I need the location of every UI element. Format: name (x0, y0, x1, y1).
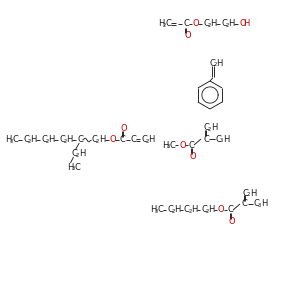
Text: O: O (239, 20, 246, 28)
Text: 2: 2 (96, 139, 99, 144)
Text: 2: 2 (188, 209, 192, 214)
Text: C: C (77, 136, 83, 145)
Text: 3: 3 (154, 209, 158, 214)
Text: 3: 3 (167, 144, 170, 149)
Text: C: C (221, 20, 227, 28)
Text: C: C (167, 206, 173, 214)
Text: H: H (5, 136, 11, 145)
Text: C: C (215, 134, 221, 143)
Text: 3: 3 (72, 166, 75, 171)
Text: C: C (120, 136, 126, 145)
Text: H: H (67, 163, 74, 172)
Text: 3: 3 (258, 203, 261, 208)
Text: C: C (242, 200, 248, 208)
Text: 2: 2 (64, 139, 67, 144)
Text: O: O (184, 31, 191, 40)
Text: H: H (162, 140, 168, 149)
Text: C: C (23, 136, 29, 145)
Text: O: O (121, 124, 128, 133)
Text: 2: 2 (172, 209, 175, 214)
Text: C: C (254, 200, 260, 208)
Text: 2: 2 (208, 127, 211, 132)
Text: O: O (179, 140, 186, 149)
Text: C: C (183, 20, 189, 28)
Text: C: C (41, 136, 47, 145)
Text: H: H (211, 124, 217, 133)
Text: C: C (242, 188, 248, 197)
Text: H: H (250, 188, 256, 197)
Text: C: C (203, 20, 209, 28)
Text: 3: 3 (10, 139, 13, 144)
Text: C: C (184, 206, 190, 214)
Text: C: C (13, 136, 18, 145)
Text: C: C (203, 134, 209, 143)
Text: H: H (49, 136, 55, 145)
Text: O: O (110, 136, 116, 145)
Text: H: H (158, 20, 164, 28)
Text: H: H (211, 20, 217, 28)
Text: H: H (99, 136, 105, 145)
Text: 2: 2 (146, 139, 149, 144)
Text: H: H (229, 20, 235, 28)
Text: 3: 3 (220, 138, 223, 143)
Text: C: C (71, 149, 77, 158)
Text: C: C (130, 136, 136, 145)
Text: C: C (92, 136, 98, 145)
Text: 2: 2 (214, 62, 217, 67)
Text: O: O (218, 206, 225, 214)
Text: 2: 2 (28, 139, 31, 144)
Text: H: H (191, 206, 198, 214)
Text: C: C (203, 124, 209, 133)
Text: C: C (158, 206, 164, 214)
Text: O: O (228, 217, 235, 226)
Text: C: C (209, 58, 215, 68)
Text: O: O (193, 20, 199, 28)
Text: 2: 2 (163, 23, 166, 28)
Text: H: H (175, 206, 181, 214)
Text: C: C (75, 163, 81, 172)
Text: H: H (31, 136, 37, 145)
Text: C: C (227, 206, 233, 214)
Text: H: H (244, 20, 250, 28)
Text: C: C (201, 206, 207, 214)
Text: 2: 2 (206, 209, 209, 214)
Text: C: C (59, 136, 65, 145)
Text: 2: 2 (208, 23, 211, 28)
Text: C: C (166, 20, 171, 28)
Text: 2: 2 (226, 23, 229, 28)
Text: H: H (148, 136, 155, 145)
Text: H: H (67, 136, 73, 145)
Text: H: H (150, 206, 156, 214)
Text: H: H (261, 200, 267, 208)
Text: C: C (188, 140, 194, 149)
Text: H: H (217, 58, 223, 68)
Text: 2: 2 (46, 139, 49, 144)
Text: C: C (141, 136, 147, 145)
Text: H: H (79, 149, 85, 158)
Text: C: C (169, 140, 175, 149)
Text: 2: 2 (247, 192, 250, 197)
Text: 2: 2 (76, 153, 79, 158)
Text: H: H (208, 206, 215, 214)
Text: H: H (223, 134, 230, 143)
Text: O: O (189, 152, 196, 161)
